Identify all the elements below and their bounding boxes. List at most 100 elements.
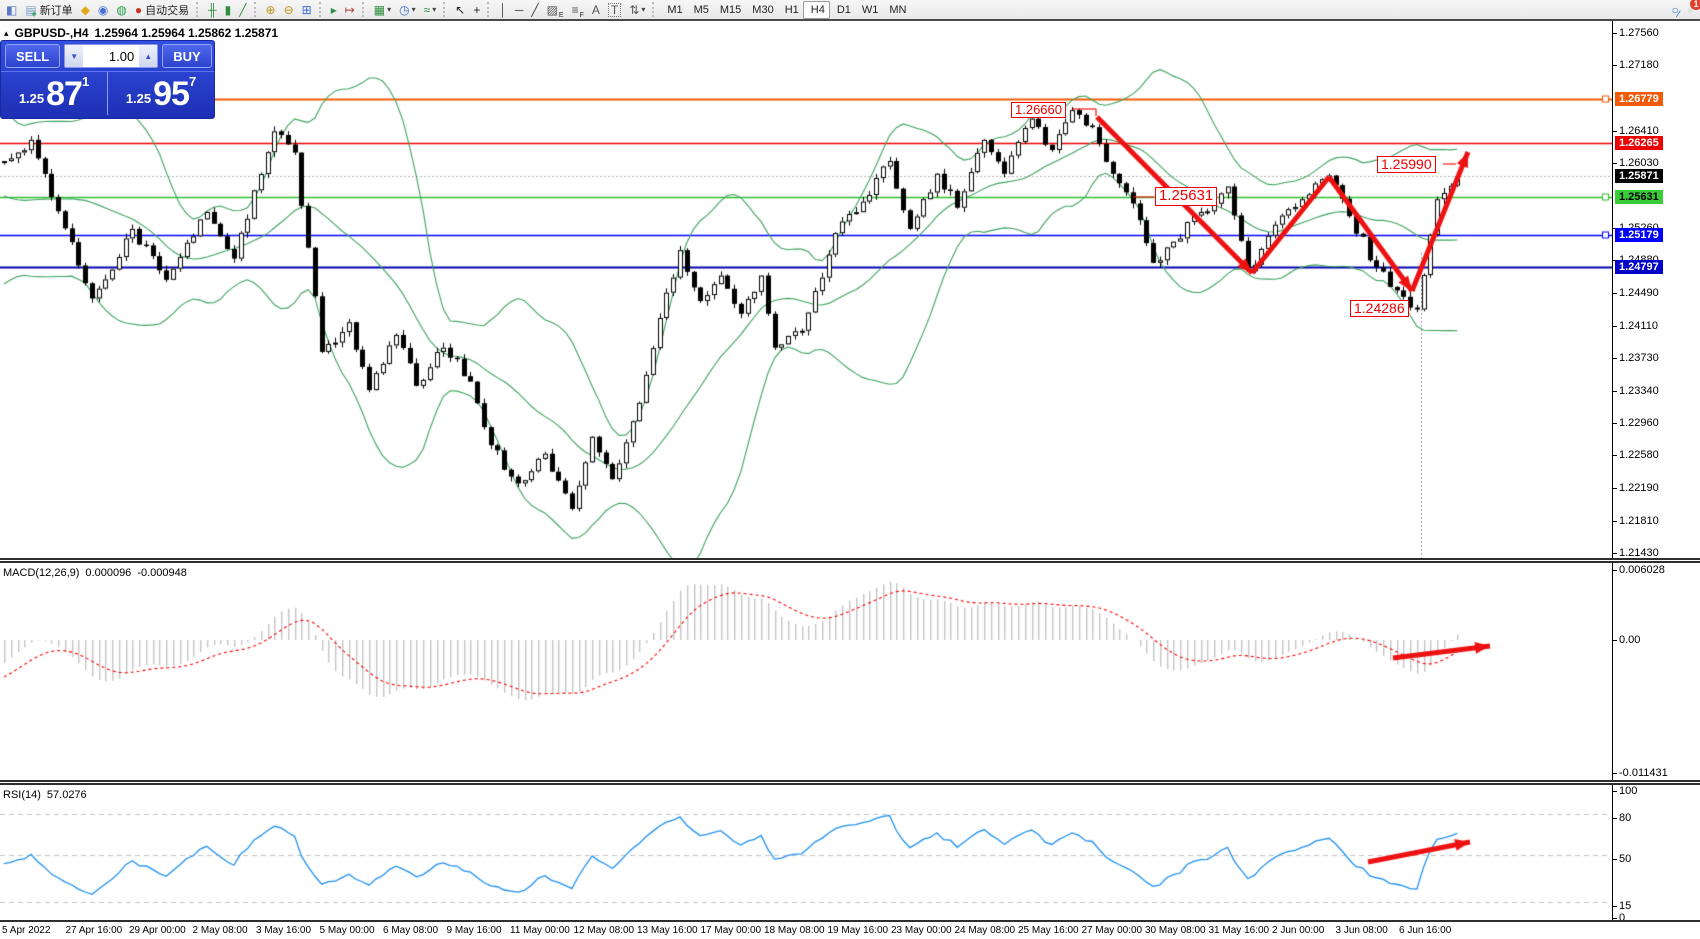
clipped-icon[interactable]: ◧ — [2, 1, 21, 19]
buy-price[interactable]: 1.25 95 7 — [108, 72, 214, 115]
tf-mn-label: MN — [889, 3, 907, 16]
axis-tick-mark — [1613, 455, 1617, 457]
tf-m5-label: M5 — [693, 3, 709, 16]
tf-d1[interactable]: D1 — [830, 1, 855, 19]
sell-price-pip: 1 — [81, 74, 90, 89]
zoom-in-icon-glyph: ⊕ — [265, 2, 276, 17]
volume-increase-button[interactable]: ▲ — [139, 45, 158, 67]
text-icon[interactable]: A — [588, 1, 604, 19]
chart-shift-icon[interactable]: ▸ — [327, 1, 341, 19]
vertical-line-icon[interactable]: │ — [495, 1, 511, 19]
new-order-button[interactable]: ▤ + 新订单 — [21, 1, 76, 19]
text-label-icon[interactable]: T — [604, 1, 625, 19]
periods-glyph: ◷ — [399, 2, 410, 17]
chart-canvas[interactable] — [0, 21, 1612, 939]
sell-price[interactable]: 1.25 87 1 — [1, 72, 108, 115]
toolbar-drag-handle[interactable] — [443, 2, 448, 17]
chevron-down-icon[interactable]: ▾ — [387, 5, 392, 14]
search-button[interactable]: ○ ∕ — [1668, 1, 1683, 19]
auto-scroll-icon[interactable]: ↦ — [341, 1, 359, 19]
label-support[interactable]: 1.25631 — [1155, 187, 1218, 206]
tf-m1-label: M1 — [667, 3, 683, 16]
chevron-down-icon[interactable]: ▾ — [432, 5, 437, 14]
volume-box: ▼ ▲ — [64, 44, 159, 68]
price-level-label[interactable]: 1.25179 — [1615, 227, 1663, 242]
symbol-marker-icon: ▴ — [4, 27, 9, 38]
tf-mn[interactable]: MN — [882, 1, 910, 19]
toolbar-drag-handle[interactable] — [652, 2, 657, 17]
price-level-label[interactable]: 1.26779 — [1615, 92, 1663, 107]
fibonacci-icon[interactable]: ≡ F — [568, 1, 588, 19]
line-chart-icon[interactable]: ╱ — [235, 1, 250, 19]
volume-input[interactable] — [83, 45, 140, 67]
arrows-tool-button[interactable]: ⇅ ▾ — [625, 1, 649, 19]
axis-tick-mark — [1613, 520, 1617, 522]
buy-price-pip: 7 — [188, 74, 197, 89]
chevron-down-icon[interactable]: ▾ — [411, 5, 416, 14]
chat-button[interactable]: ● 1 — [1683, 0, 1700, 19]
zoom-in-icon[interactable]: ⊕ — [262, 1, 280, 19]
price-level-label[interactable]: 1.25631 — [1615, 189, 1663, 204]
label-breakout[interactable]: 1.25990 — [1377, 156, 1436, 174]
buy-button[interactable]: BUY — [162, 44, 212, 68]
tf-h4[interactable]: H4 — [802, 0, 830, 19]
indicators-glyph: ≈ — [423, 2, 431, 17]
search-button-overlay: ∕ — [1677, 8, 1680, 19]
signals-icon[interactable]: ◍ — [112, 1, 130, 19]
volume-decrease-button[interactable]: ▼ — [65, 45, 84, 67]
toolbar-drag-handle[interactable] — [487, 2, 492, 17]
text-label-icon-glyph: T — [607, 2, 622, 17]
equidistant-channel-icon[interactable]: ▨ E — [543, 1, 568, 19]
tile-windows-icon[interactable]: ⊞ — [298, 1, 316, 19]
zoom-out-icon[interactable]: ⊖ — [280, 1, 298, 19]
profiles-icon[interactable]: ◆ — [77, 1, 94, 19]
horizontal-line-icon[interactable]: ─ — [511, 1, 528, 19]
indicators-button[interactable]: ≈ ▾ — [420, 1, 441, 19]
time-tick-label: 25 May 16:00 — [1018, 925, 1079, 936]
candlestick-icon[interactable]: ▮ — [221, 1, 236, 19]
toolbar-drag-handle[interactable] — [318, 2, 324, 17]
candlestick-icon-glyph: ▮ — [224, 2, 232, 17]
time-tick-label: 3 May 16:00 — [256, 925, 312, 936]
bar-chart-icon[interactable]: ╫ — [204, 1, 221, 19]
rsi-tick-label: 0 — [1619, 912, 1626, 924]
sell-button[interactable]: SELL — [5, 44, 61, 68]
label-high[interactable]: 1.26660 — [1011, 102, 1066, 119]
label-low[interactable]: 1.24286 — [1350, 300, 1409, 318]
price-level-label[interactable]: 1.24797 — [1615, 260, 1663, 275]
chevron-down-icon[interactable]: ▾ — [641, 5, 646, 14]
chat-glyph: ● — [1686, 2, 1694, 17]
toolbar-drag-handle[interactable] — [253, 2, 259, 17]
text-icon-glyph: A — [591, 2, 600, 17]
sell-price-big: 87 — [46, 75, 83, 113]
tf-m1[interactable]: M1 — [660, 1, 686, 19]
time-axis: 5 Apr 2022 27 Apr 16:00 29 Apr 00:00 2 May … — [0, 922, 1700, 939]
toolbar-drag-handle[interactable] — [196, 2, 201, 17]
tf-m30[interactable]: M30 — [745, 1, 777, 19]
tf-w1[interactable]: W1 — [855, 1, 883, 19]
crosshair-icon[interactable]: + — [469, 1, 484, 19]
toolbar-drag-handle[interactable] — [361, 2, 367, 17]
notification-badge: 1 — [1690, 0, 1700, 10]
macd-title: MACD(12,26,9) — [3, 567, 80, 579]
time-tick-label: 9 May 16:00 — [446, 925, 502, 936]
price-level-label[interactable]: 1.26265 — [1615, 135, 1663, 150]
tf-h1[interactable]: H1 — [778, 1, 803, 19]
pane-separator-macd-rsi[interactable] — [0, 780, 1700, 785]
mail-icon[interactable]: ◉ — [94, 1, 112, 19]
axis-tick-mark — [1613, 423, 1617, 425]
pane-separator-main-macd[interactable] — [0, 558, 1700, 563]
autotrading-button[interactable]: ● ▸ 自动交易 — [131, 1, 193, 19]
crosshair-icon-glyph: + — [473, 2, 481, 17]
chart-ohlc-header: ▴ GBPUSD-,H4 1.25964 1.25964 1.25862 1.2… — [4, 26, 278, 40]
axis-tick-mark — [1613, 32, 1617, 34]
time-tick-label: 18 May 08:00 — [764, 925, 825, 936]
periods-button[interactable]: ◷ ▾ — [395, 1, 420, 19]
tf-m15[interactable]: M15 — [713, 1, 745, 19]
tf-m5[interactable]: M5 — [687, 1, 713, 19]
cursor-arrow-icon[interactable]: ↖ — [451, 1, 469, 19]
new-chart-button[interactable]: ▦ ▾ — [370, 1, 395, 19]
trendline-icon[interactable]: ╱ — [527, 1, 542, 19]
price-level-label[interactable]: 1.25871 — [1615, 169, 1663, 184]
time-tick-label: 13 May 16:00 — [637, 925, 698, 936]
